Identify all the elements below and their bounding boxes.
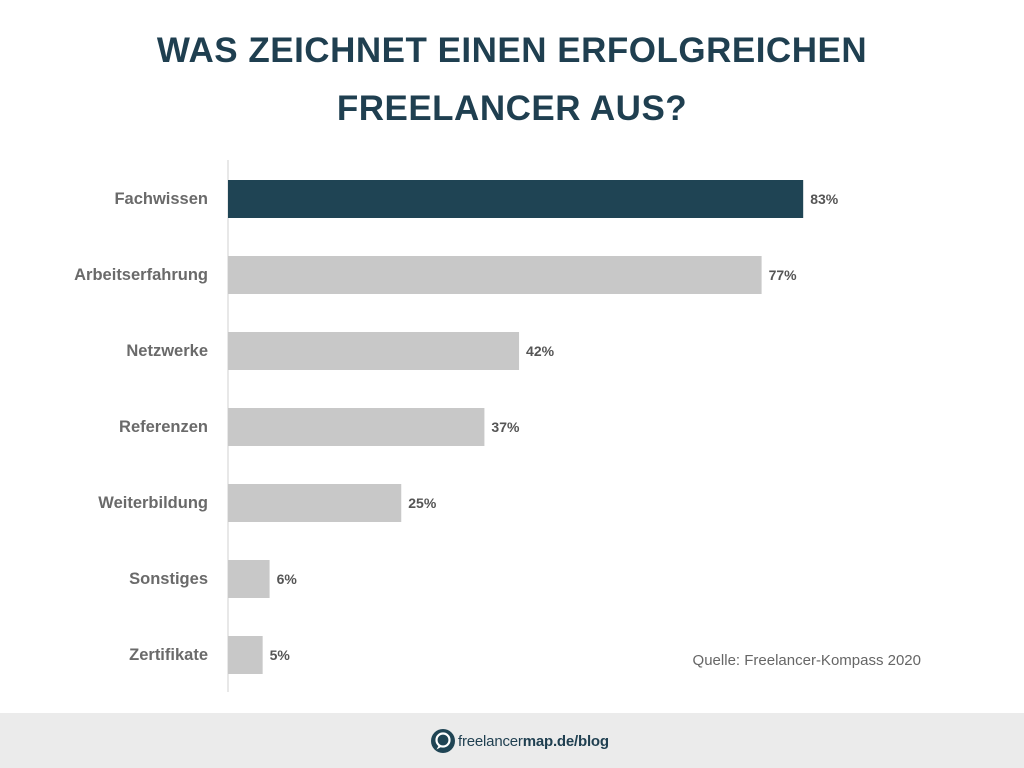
category-label-sonstiges: Sonstiges	[129, 570, 208, 588]
chart-title-line-2: FREELANCER AUS?	[336, 89, 688, 128]
footer-logo[interactable]: freelancermap.de/blog	[430, 727, 609, 755]
bar-referenzen	[228, 408, 485, 446]
bar-chart: Fachwissen 83% Arbeitserfahrung 77% Netzwerk…	[74, 160, 839, 692]
value-label-fachwissen: 83%	[810, 191, 839, 207]
freelancermap-logo-icon	[431, 729, 455, 753]
bar-zertifikate	[228, 636, 263, 674]
bar-fachwissen	[228, 180, 804, 218]
chart-title: WAS ZEICHNET EINEN ERFOLGREICHEN FREELAN…	[0, 22, 1024, 138]
category-label-weiterbildung: Weiterbildung	[98, 494, 208, 512]
bar-arbeitserfahrung	[228, 256, 762, 294]
bar-netzwerke	[228, 332, 520, 370]
chart-title-line-1: WAS ZEICHNET EINEN ERFOLGREICHEN	[156, 31, 868, 70]
logo-text-part-2: map	[522, 732, 553, 750]
category-label-arbeitserfahrung: Arbeitserfahrung	[74, 266, 208, 284]
footer-logo-text: freelancermap.de/blog	[458, 733, 609, 750]
value-label-zertifikate: 5%	[270, 647, 291, 663]
category-label-netzwerke: Netzwerke	[126, 342, 208, 360]
logo-text-part-1: freelancer	[458, 732, 523, 750]
bar-weiterbildung	[228, 484, 402, 522]
value-label-netzwerke: 42%	[526, 343, 555, 359]
footer-bar: freelancermap.de/blog	[0, 713, 1024, 768]
category-label-fachwissen: Fachwissen	[114, 190, 208, 208]
source-note: Quelle: Freelancer-Kompass 2020	[692, 652, 921, 669]
category-label-zertifikate: Zertifikate	[129, 646, 208, 664]
value-label-arbeitserfahrung: 77%	[769, 267, 798, 283]
value-label-referenzen: 37%	[491, 419, 520, 435]
value-label-weiterbildung: 25%	[408, 495, 437, 511]
bar-sonstiges	[228, 560, 270, 598]
logo-text-part-3: .de/blog	[552, 732, 609, 750]
value-label-sonstiges: 6%	[277, 571, 298, 587]
category-label-referenzen: Referenzen	[119, 418, 208, 436]
